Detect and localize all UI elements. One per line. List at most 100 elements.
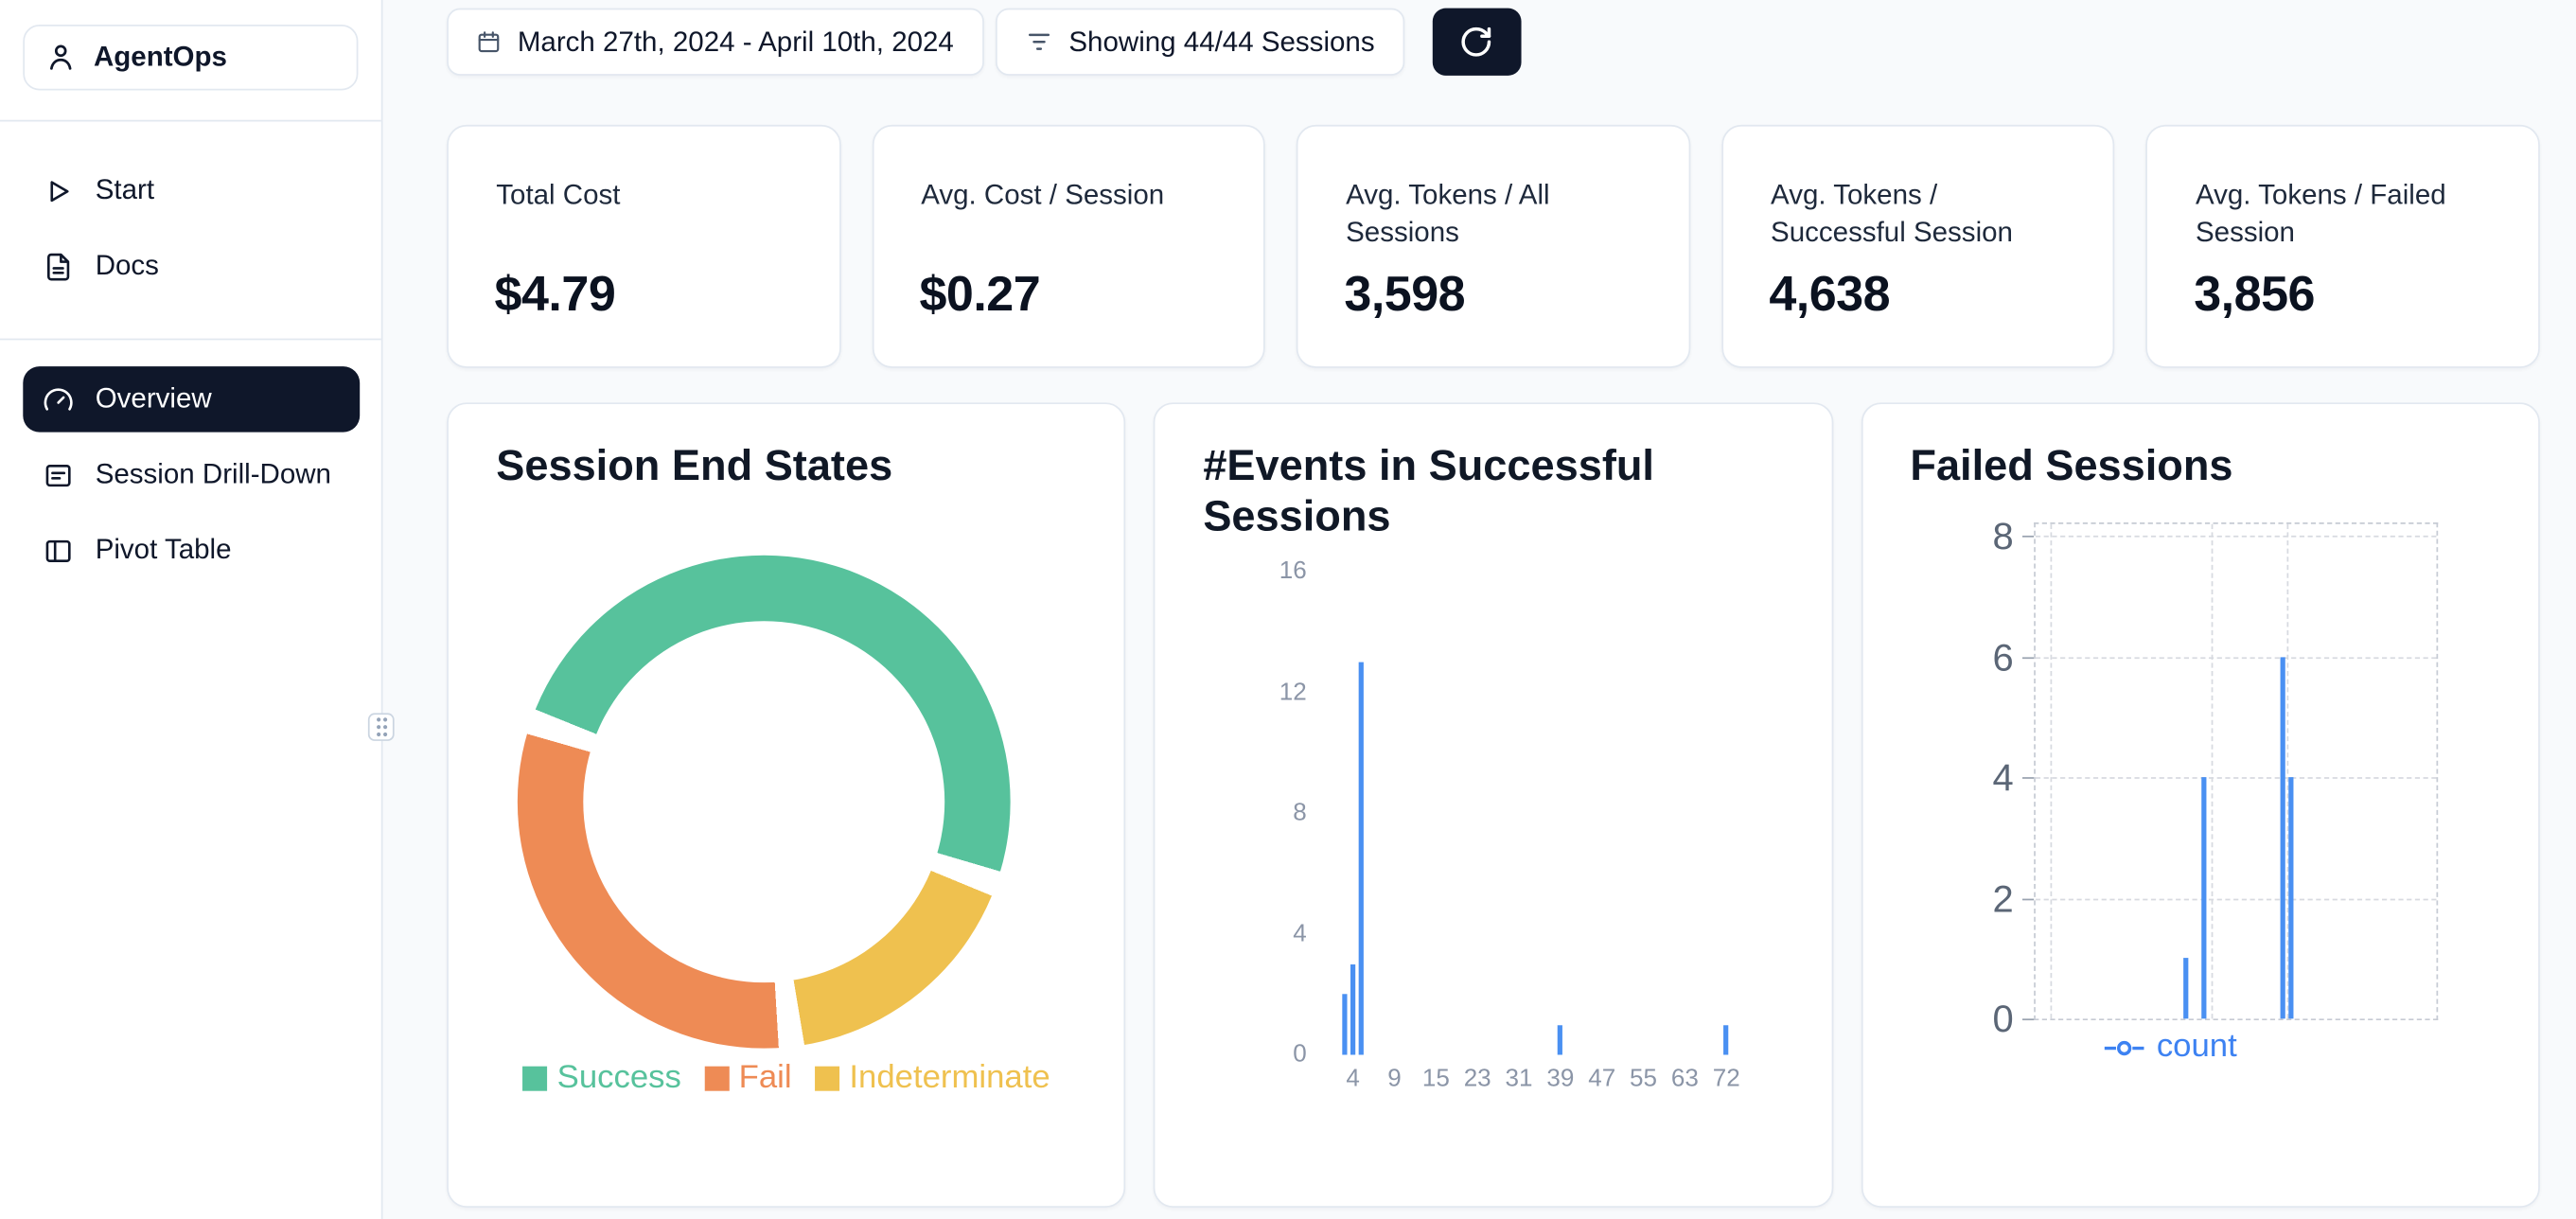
main-content: March 27th, 2024 - April 10th, 2024 Show…: [384, 0, 2576, 1219]
date-range-label: March 27th, 2024 - April 10th, 2024: [517, 25, 954, 57]
y-axis-tick-label: 8: [1293, 798, 1307, 827]
line-series-marker-icon: [2104, 1040, 2144, 1055]
filter-icon: [1028, 33, 1050, 50]
failed-sessions-card: Failed Sessions count 0 2 4 6 8: [1861, 402, 2540, 1208]
chart-title: Failed Sessions: [1910, 440, 2233, 490]
sidebar-resize-handle[interactable]: [367, 713, 395, 741]
gauge-icon: [44, 387, 73, 410]
histogram-bar[interactable]: [1358, 662, 1365, 1055]
sidebar-item-session-drill-down[interactable]: Session Drill-Down: [23, 442, 360, 507]
line-spike[interactable]: [2183, 958, 2190, 1019]
topbar: March 27th, 2024 - April 10th, 2024 Show…: [447, 8, 2540, 76]
axis-tick: [2021, 536, 2034, 539]
gridline-vertical: [2287, 523, 2289, 1019]
session-end-states-donut[interactable]: [517, 555, 1011, 1049]
pivot-table-icon: [45, 539, 71, 562]
sidebar-item-label: Start: [95, 174, 155, 205]
chart-title: #Events in Successful Sessions: [1203, 440, 1654, 541]
sidebar-divider: [0, 338, 381, 341]
sidebar-nav-top: Start Docs: [0, 121, 381, 298]
stat-label: Avg. Cost / Session: [921, 179, 1165, 211]
chart-title: Session End States: [496, 440, 893, 490]
histogram-bar[interactable]: [1558, 1024, 1563, 1055]
legend-swatch-indeterminate: [814, 1066, 839, 1091]
date-range-picker[interactable]: March 27th, 2024 - April 10th, 2024: [447, 8, 984, 76]
logo-label: AgentOps: [93, 41, 227, 73]
refresh-button[interactable]: [1432, 8, 1522, 76]
y-axis-tick-label: 16: [1279, 556, 1307, 586]
histogram-bar[interactable]: [1723, 1024, 1729, 1055]
x-axis-tick-label: 63: [1670, 1064, 1699, 1093]
refresh-icon: [1461, 26, 1491, 57]
stat-value: $0.27: [919, 267, 1041, 323]
legend-item-success[interactable]: Success: [522, 1060, 681, 1098]
sessions-filter-button[interactable]: Showing 44/44 Sessions: [995, 8, 1404, 76]
sidebar-item-docs[interactable]: Docs: [23, 234, 360, 299]
y-axis-tick-label: 0: [1293, 1039, 1307, 1069]
session-list-icon: [45, 464, 71, 486]
sidebar-item-label: Pivot Table: [95, 534, 232, 566]
stat-card-avg-cost-session: Avg. Cost / Session $0.27: [872, 124, 1266, 368]
stat-value: 3,598: [1344, 267, 1466, 323]
y-axis-tick-label: 4: [1992, 755, 2014, 799]
stat-label: Avg. Tokens / Successful Session: [1771, 179, 2013, 249]
x-axis-tick-label: 39: [1546, 1064, 1575, 1093]
legend-label: Fail: [738, 1059, 792, 1096]
sidebar-item-overview[interactable]: Overview: [23, 366, 361, 433]
legend-item-indeterminate[interactable]: Indeterminate: [814, 1059, 1050, 1098]
logo[interactable]: AgentOps: [23, 25, 359, 91]
count-legend[interactable]: count: [1967, 1029, 2372, 1067]
calendar-icon: [478, 31, 500, 53]
histogram-bar[interactable]: [1350, 963, 1356, 1055]
legend-swatch-fail: [704, 1066, 730, 1091]
legend-swatch-success: [522, 1066, 548, 1091]
stat-card-avg-tokens-all: Avg. Tokens / All Sessions 3,598: [1297, 124, 1690, 368]
x-axis-tick-label: 4: [1346, 1064, 1360, 1093]
agentops-logo-icon: [50, 44, 72, 70]
x-axis-tick-label: 72: [1712, 1064, 1740, 1093]
sidebar-item-pivot-table[interactable]: Pivot Table: [23, 518, 360, 583]
stat-card-total-cost: Total Cost $4.79: [447, 124, 841, 368]
stat-card-avg-tokens-successful: Avg. Tokens / Successful Session 4,638: [1720, 124, 2115, 368]
gridline-horizontal: [2035, 777, 2436, 780]
gridline-horizontal: [2035, 536, 2436, 539]
axis-tick: [2021, 1018, 2034, 1021]
gridline-horizontal: [2035, 897, 2436, 900]
gridline-vertical: [2051, 523, 2053, 1019]
histogram-bar[interactable]: [1342, 994, 1348, 1055]
legend-label: Success: [556, 1059, 681, 1096]
legend-item-fail[interactable]: Fail: [704, 1059, 792, 1098]
sidebar-item-start[interactable]: Start: [23, 158, 360, 223]
count-legend-label: count: [2156, 1028, 2237, 1065]
donut-hole: [583, 621, 945, 983]
stat-value: $4.79: [494, 267, 616, 323]
events-histogram-card: #Events in Successful Sessions 4 9 15 23 31 3…: [1154, 402, 1833, 1208]
line-spike[interactable]: [2280, 656, 2285, 1019]
sidebar-item-label: Overview: [95, 382, 212, 415]
x-axis-tick-label: 15: [1421, 1064, 1450, 1093]
legend-label: Indeterminate: [849, 1059, 1050, 1096]
axis-tick: [2021, 777, 2034, 780]
failed-sessions-plot[interactable]: [2033, 522, 2438, 1021]
sidebar: AgentOps Start Docs: [0, 0, 395, 1219]
y-axis-tick-label: 12: [1279, 678, 1307, 706]
donut-legend: Success Fail Indeterminate: [449, 1060, 1124, 1098]
events-histogram-plot[interactable]: 4 9 15 23 31 39 47 55 63 72: [1327, 572, 1811, 1092]
line-spike[interactable]: [2287, 777, 2294, 1019]
y-axis-tick-label: 0: [1992, 997, 2014, 1040]
line-spike[interactable]: [2201, 777, 2208, 1019]
y-axis-tick-label: 2: [1992, 876, 2014, 920]
stat-label: Avg. Tokens / All Sessions: [1346, 179, 1550, 249]
stat-label: Total Cost: [496, 179, 621, 211]
stats-row: Total Cost $4.79 Avg. Cost / Session $0.…: [447, 124, 2540, 368]
document-icon: [47, 252, 70, 280]
stat-value: 3,856: [2194, 267, 2315, 323]
x-axis-tick-label: 9: [1387, 1064, 1402, 1093]
x-axis-tick-label: 23: [1463, 1064, 1491, 1093]
y-axis-tick-label: 4: [1293, 919, 1307, 947]
x-axis-tick-label: 55: [1630, 1064, 1658, 1093]
gridline-horizontal: [2035, 656, 2436, 659]
x-axis-tick-label: 31: [1505, 1064, 1533, 1093]
sidebar-nav-main: Overview Session Drill-Down Pivot Table: [0, 340, 381, 583]
